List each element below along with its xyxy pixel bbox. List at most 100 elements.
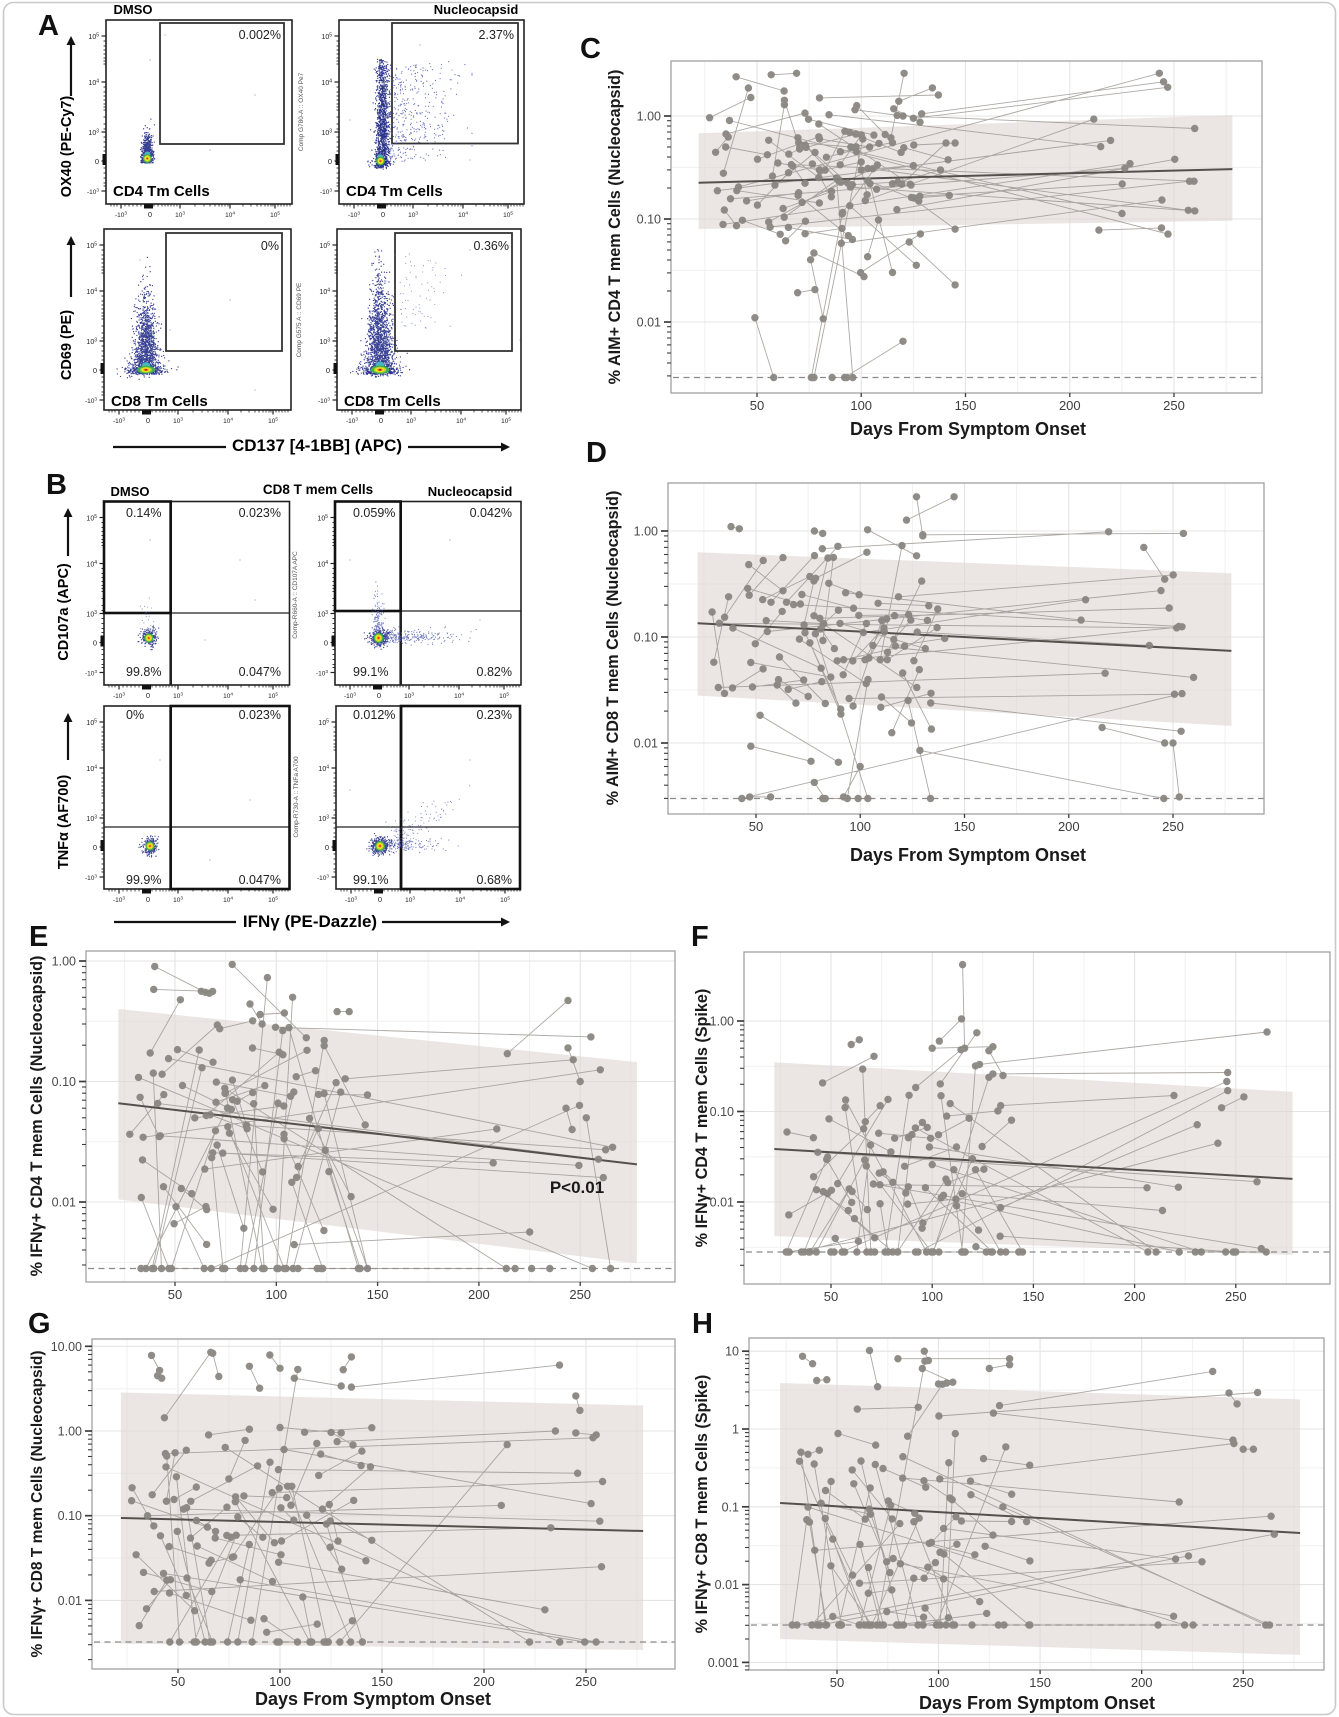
svg-text:50: 50 [830, 1675, 844, 1690]
svg-text:1: 1 [732, 1423, 739, 1437]
svg-text:0.36%: 0.36% [474, 239, 509, 253]
svg-text:0: 0 [93, 366, 97, 375]
svg-text:105: 105 [86, 514, 97, 523]
svg-text:105: 105 [503, 211, 513, 220]
svg-text:1.00: 1.00 [710, 1015, 734, 1029]
svg-text:0.14%: 0.14% [126, 506, 161, 520]
svg-text:0: 0 [146, 416, 150, 425]
svg-text:103: 103 [405, 896, 415, 905]
svg-text:0.10: 0.10 [637, 213, 661, 227]
svg-text:104: 104 [223, 692, 233, 701]
svg-text:0.002%: 0.002% [239, 28, 281, 42]
svg-text:0.1: 0.1 [722, 1500, 739, 1514]
svg-text:1.00: 1.00 [634, 525, 658, 539]
svg-text:0.10: 0.10 [52, 1075, 76, 1089]
svg-text:0.047%: 0.047% [239, 873, 281, 887]
svg-text:% AIM+ CD8 T mem Cells (Nucleo: % AIM+ CD8 T mem Cells (Nucleocapsid) [604, 491, 622, 806]
svg-text:150: 150 [1023, 1289, 1045, 1304]
svg-text:200: 200 [468, 1287, 490, 1302]
svg-text:Nucleocapsid: Nucleocapsid [428, 484, 513, 499]
svg-text:105: 105 [317, 514, 328, 523]
svg-text:103: 103 [317, 610, 328, 619]
svg-text:Comp-R730-A :: TNFa A700: Comp-R730-A :: TNFa A700 [293, 756, 300, 838]
svg-text:1.00: 1.00 [637, 110, 661, 124]
svg-text:99.1%: 99.1% [353, 665, 388, 679]
svg-text:150: 150 [371, 1674, 393, 1689]
svg-text:A: A [38, 10, 59, 42]
svg-text:2.37%: 2.37% [479, 28, 514, 42]
svg-text:200: 200 [1131, 1675, 1153, 1690]
svg-text:105: 105 [86, 241, 97, 250]
svg-text:103: 103 [86, 610, 97, 619]
svg-text:-103: -103 [317, 874, 329, 883]
svg-text:100: 100 [265, 1287, 287, 1302]
svg-text:0.01: 0.01 [710, 1196, 734, 1210]
svg-text:0: 0 [326, 366, 330, 375]
svg-text:0.01: 0.01 [715, 1578, 739, 1592]
svg-text:104: 104 [454, 692, 464, 701]
svg-text:-103: -103 [345, 896, 357, 905]
svg-text:0.001: 0.001 [708, 1656, 739, 1670]
svg-text:0: 0 [95, 157, 99, 166]
svg-text:Days From Symptom Onset: Days From Symptom Onset [850, 845, 1086, 865]
svg-text:-103: -103 [344, 692, 356, 701]
svg-text:CD137 [4-1BB] (APC): CD137 [4-1BB] (APC) [232, 436, 402, 455]
svg-text:105: 105 [500, 896, 510, 905]
svg-text:Comp G575 A :: CD69 PE: Comp G575 A :: CD69 PE [296, 282, 303, 357]
svg-text:-103: -103 [113, 417, 125, 426]
svg-text:0.82%: 0.82% [477, 665, 512, 679]
svg-text:103: 103 [173, 896, 183, 905]
svg-text:0%: 0% [126, 708, 144, 722]
svg-text:0.01: 0.01 [58, 1594, 82, 1608]
svg-text:-103: -103 [320, 188, 332, 197]
svg-text:0: 0 [93, 639, 97, 648]
svg-text:H: H [692, 1308, 713, 1340]
svg-text:D: D [586, 437, 607, 469]
svg-text:50: 50 [749, 819, 763, 834]
svg-text:250: 250 [1162, 819, 1184, 834]
svg-text:% IFNγ+ CD8 T mem Cells (Spike: % IFNγ+ CD8 T mem Cells (Spike) [693, 1375, 711, 1634]
svg-text:TNFα (AF700): TNFα (AF700) [56, 775, 72, 869]
svg-text:0: 0 [93, 843, 97, 852]
svg-text:0: 0 [381, 210, 385, 219]
svg-text:CD8 Tm Cells: CD8 Tm Cells [344, 393, 441, 410]
svg-text:103: 103 [173, 692, 183, 701]
svg-text:-103: -103 [316, 669, 328, 678]
svg-text:105: 105 [268, 692, 278, 701]
svg-text:50: 50 [168, 1287, 182, 1302]
svg-text:105: 105 [268, 417, 278, 426]
svg-text:Days From Symptom Onset: Days From Symptom Onset [255, 1689, 491, 1709]
svg-text:103: 103 [86, 337, 97, 346]
svg-text:IFNγ (PE-Dazzle): IFNγ (PE-Dazzle) [243, 912, 377, 931]
svg-text:50: 50 [824, 1289, 838, 1304]
svg-text:103: 103 [175, 211, 185, 220]
svg-text:104: 104 [319, 287, 330, 296]
svg-text:0: 0 [146, 895, 150, 904]
svg-text:0.23%: 0.23% [477, 708, 512, 722]
svg-text:150: 150 [954, 819, 976, 834]
svg-text:DMSO: DMSO [114, 2, 153, 17]
svg-text:Comp G780-A :: OX40 Pe7: Comp G780-A :: OX40 Pe7 [298, 72, 305, 151]
svg-text:-103: -103 [318, 397, 330, 406]
svg-text:103: 103 [408, 211, 418, 220]
svg-text:200: 200 [1124, 1289, 1146, 1304]
svg-text:104: 104 [458, 211, 468, 220]
svg-text:0.01: 0.01 [634, 737, 658, 751]
svg-text:105: 105 [321, 32, 332, 41]
svg-text:F: F [691, 921, 709, 953]
svg-text:-103: -103 [348, 211, 360, 220]
svg-text:0.023%: 0.023% [239, 708, 281, 722]
svg-text:103: 103 [88, 128, 99, 137]
svg-text:OX40 (PE-Cy7): OX40 (PE-Cy7) [59, 96, 75, 198]
svg-text:C: C [580, 33, 601, 65]
svg-text:103: 103 [404, 692, 414, 701]
svg-text:0: 0 [325, 843, 329, 852]
svg-text:0.10: 0.10 [634, 631, 658, 645]
svg-text:Days From Symptom Onset: Days From Symptom Onset [919, 1693, 1155, 1713]
svg-text:-103: -103 [87, 188, 99, 197]
svg-text:103: 103 [318, 814, 329, 823]
svg-text:-103: -103 [113, 692, 125, 701]
svg-text:0: 0 [379, 416, 383, 425]
svg-text:0.042%: 0.042% [470, 506, 512, 520]
svg-text:200: 200 [1058, 819, 1080, 834]
